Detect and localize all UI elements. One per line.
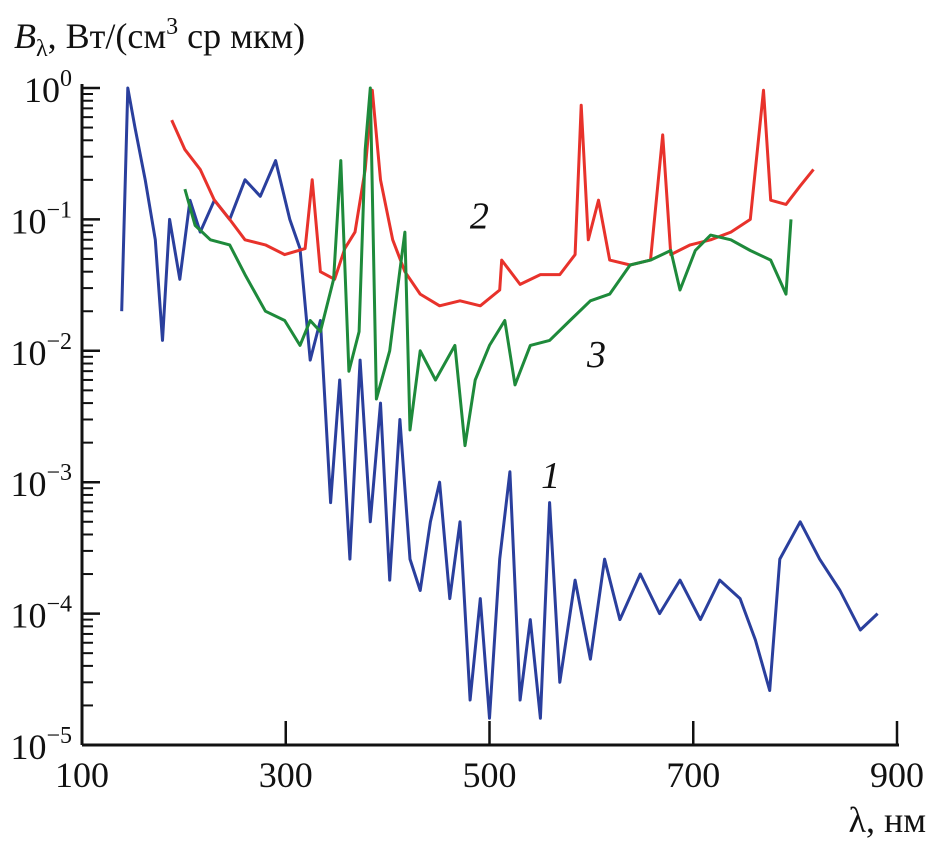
x-tick-label: 500: [463, 755, 517, 795]
y-axis-title: Bλ, Вт/(см3 ср мкм): [14, 14, 305, 62]
axes: 100 300 500 700 900 100 10−1 10−2 10−3 10−4 10−5: [10, 66, 924, 795]
y-tick-label: 100: [24, 66, 72, 110]
series-3-line: [183, 86, 793, 448]
x-tick-label: 900: [870, 755, 924, 795]
curve-labels: 1 2 3: [470, 196, 606, 498]
y-tick-label: 10−2: [10, 329, 72, 373]
y-tick-label: 10−3: [10, 460, 72, 504]
y-tick-label: 10−1: [10, 197, 72, 241]
x-tick-label: 100: [55, 755, 109, 795]
y-tick-label: 10−5: [10, 723, 72, 767]
curve-label-2: 2: [470, 196, 489, 238]
series-group: [120, 86, 879, 720]
curve-label-1: 1: [541, 455, 560, 497]
series-1-line: [120, 86, 879, 720]
x-tick-label: 300: [259, 755, 313, 795]
curve-label-3: 3: [586, 334, 606, 376]
x-axis-title: λ, нм: [848, 800, 926, 840]
series-2-line: [170, 88, 815, 308]
x-tick-label: 700: [666, 755, 720, 795]
y-tick-label: 10−4: [10, 592, 72, 636]
